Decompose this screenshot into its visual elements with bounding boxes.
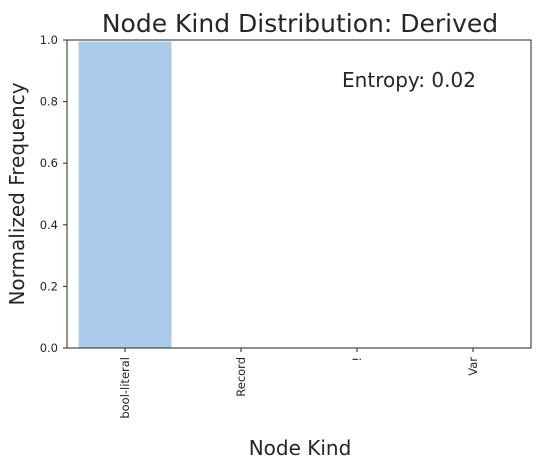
plot-area <box>66 39 532 349</box>
annotation-entropy: Entropy: 0.02 <box>342 68 476 92</box>
x-tick-label: Var <box>466 357 480 376</box>
x-tick-label: bool-literal <box>118 357 132 419</box>
bars-group <box>78 41 520 348</box>
bar-bool-literal <box>78 41 172 348</box>
plot-frame <box>66 39 532 349</box>
y-ticks: 0.0 0.2 0.4 0.6 0.8 1.0 <box>40 33 67 355</box>
y-tick-label: 0.8 <box>40 95 58 109</box>
y-tick-label: 1.0 <box>40 33 58 47</box>
y-tick-label: 0.4 <box>40 218 58 232</box>
y-tick-label: 0.2 <box>40 279 58 293</box>
chart-title: Node Kind Distribution: Derived <box>102 9 498 38</box>
x-tick-label: ! <box>350 357 364 362</box>
x-axis-label: Node Kind <box>249 436 352 460</box>
y-axis-label: Normalized Frequency <box>5 82 29 305</box>
y-tick-label: 0.0 <box>40 341 58 355</box>
x-tick-label: Record <box>234 357 248 397</box>
y-tick-label: 0.6 <box>40 156 58 170</box>
x-ticks: bool-literal Record! Var <box>118 348 480 419</box>
